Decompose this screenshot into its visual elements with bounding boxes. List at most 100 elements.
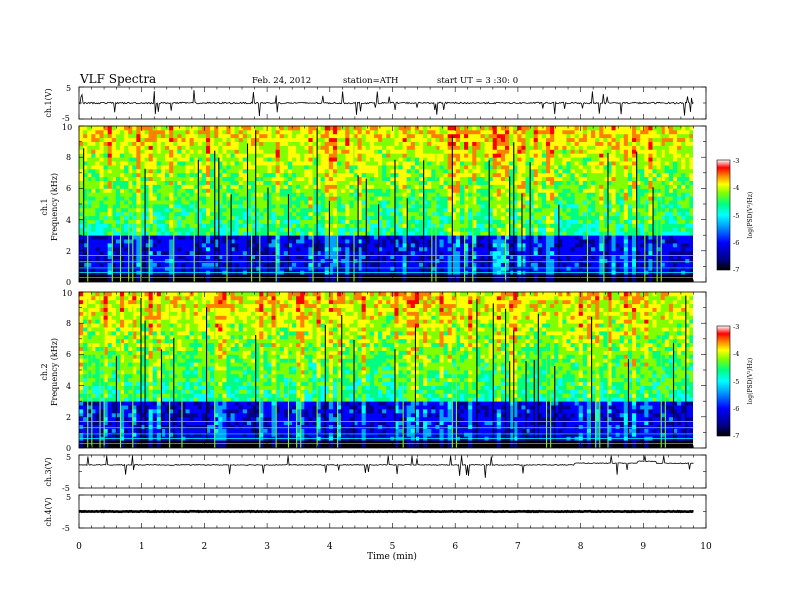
- spectrogram-cell: [165, 137, 170, 142]
- spectrogram-cell: [378, 180, 383, 185]
- spectrogram-cell: [316, 262, 322, 267]
- spectrogram-cell: [341, 145, 346, 150]
- spectrogram-cell: [410, 231, 416, 236]
- spectrogram-cell: [263, 235, 268, 240]
- spectrogram-cell: [308, 161, 313, 166]
- spectrogram-cell: [505, 172, 510, 178]
- spectrogram-cell: [406, 129, 412, 135]
- spectrogram-cell: [79, 157, 84, 162]
- spectrogram-cell: [115, 204, 121, 209]
- spectrogram-cell: [365, 211, 371, 217]
- spectrogram-cell: [136, 239, 141, 244]
- spectrogram-cell: [91, 204, 96, 209]
- spectrogram-cell: [312, 266, 317, 271]
- spectrogram-cell: [300, 196, 305, 201]
- spectrogram-cell: [500, 235, 506, 240]
- spectrogram-cell: [238, 262, 244, 267]
- spectrogram-cell: [529, 157, 535, 162]
- spectrogram-cell: [144, 231, 150, 236]
- spectrogram-cell: [447, 133, 453, 139]
- spectrogram-cell: [361, 207, 367, 213]
- spectrogram-sferic: [394, 159, 396, 282]
- spectrogram-cell: [439, 215, 444, 220]
- spectrogram-cell: [279, 243, 285, 248]
- spectrogram-cell: [234, 227, 240, 232]
- spectrogram-cell: [517, 223, 522, 228]
- spectrogram-cell: [496, 157, 502, 162]
- spectrogram-cell: [472, 243, 477, 248]
- spectrogram-cell: [214, 246, 219, 252]
- spectrogram-cell: [431, 243, 436, 248]
- spectrogram-cell: [259, 188, 264, 193]
- spectrogram-cell: [193, 235, 199, 240]
- spectrogram-cell: [99, 196, 104, 201]
- spectrogram-cell: [230, 204, 236, 209]
- spectrogram-cell: [488, 180, 494, 185]
- spectrogram-cell: [537, 196, 543, 201]
- spectrogram-cell: [148, 145, 154, 150]
- spectrogram-cell: [513, 254, 518, 259]
- spectrogram-cell: [148, 176, 154, 181]
- spectrogram-cell: [554, 211, 559, 217]
- spectrogram-cell: [255, 129, 260, 135]
- spectrogram-cell: [472, 196, 477, 201]
- spectrogram-cell: [230, 188, 236, 193]
- spectrogram-cell: [451, 243, 457, 248]
- spectrogram-cell: [128, 165, 133, 170]
- spectrogram-cell: [238, 215, 244, 220]
- spectrogram-cell: [361, 200, 367, 205]
- spectrogram-cell: [378, 239, 383, 244]
- spectrogram-cell: [455, 192, 461, 197]
- spectrogram-cell: [414, 207, 420, 213]
- spectrogram-cell: [521, 168, 526, 174]
- spectrogram-cell: [423, 250, 428, 256]
- spectrogram-cell: [500, 149, 506, 154]
- spectrogram-cell: [169, 129, 174, 135]
- spectrogram-cell: [324, 149, 330, 154]
- spectrogram-cell: [136, 180, 141, 185]
- spectrogram-cell: [214, 184, 219, 189]
- spectrogram-cell: [115, 196, 121, 201]
- spectrogram-cell: [541, 184, 547, 189]
- spectrogram-cell: [513, 274, 518, 279]
- spectrogram-cell: [107, 149, 113, 154]
- spectrogram-cell: [115, 262, 121, 267]
- spectrogram-cell: [320, 274, 326, 279]
- spectrogram-cell: [435, 180, 440, 185]
- spectrogram-cell: [226, 141, 231, 146]
- spectrogram-cell: [124, 207, 129, 213]
- spectrogram-cell: [455, 262, 461, 267]
- spectrogram-cell: [103, 274, 109, 279]
- spectrogram-cell: [545, 243, 551, 248]
- spectrogram-cell: [279, 254, 285, 259]
- spectrogram-cell: [488, 141, 494, 146]
- spectrogram-cell: [517, 141, 522, 146]
- spectrogram-cell: [152, 165, 158, 170]
- spectrogram-cell: [496, 129, 502, 135]
- spectrogram-cell: [152, 188, 158, 193]
- spectrogram-cell: [201, 153, 207, 158]
- spectrogram-cell: [156, 223, 162, 228]
- spectrogram-cell: [312, 196, 317, 201]
- spectrogram-cell: [91, 165, 96, 170]
- spectrogram-cell: [488, 215, 494, 220]
- spectrogram-cell: [505, 129, 510, 135]
- spectrogram-cell: [267, 223, 272, 228]
- spectrogram-cell: [550, 223, 555, 228]
- spectrogram-cell: [79, 227, 84, 232]
- spectrogram-cell: [431, 161, 436, 166]
- spectrogram-cell: [271, 126, 277, 131]
- spectrogram-cell: [267, 180, 272, 185]
- spectrogram-cell: [537, 172, 543, 178]
- spectrogram-cell: [570, 211, 576, 217]
- spectrogram-cell: [476, 211, 481, 217]
- spectrogram-cell: [500, 157, 506, 162]
- spectrogram-cell: [210, 184, 215, 189]
- spectrogram-cell: [255, 207, 260, 213]
- spectrogram-cell: [312, 153, 317, 158]
- spectrogram-cell: [459, 161, 465, 166]
- spectrogram-cell: [222, 172, 227, 178]
- spectrogram-cell: [541, 157, 547, 162]
- spectrogram-cell: [308, 278, 313, 282]
- spectrogram-cell: [398, 204, 404, 209]
